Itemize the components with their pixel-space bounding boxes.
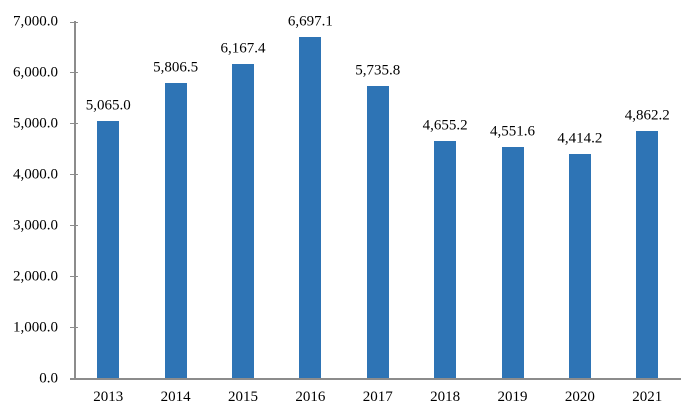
y-axis-tick-label: 4,000.0 xyxy=(13,166,58,183)
y-axis-tick-label: 1,000.0 xyxy=(13,319,58,336)
y-axis-tick xyxy=(70,225,78,227)
bar-value-label: 5,806.5 xyxy=(153,59,199,76)
y-axis-tick-label: 5,000.0 xyxy=(13,115,58,132)
bar-2015 xyxy=(231,64,254,379)
x-axis-label: 2013 xyxy=(93,389,124,405)
x-axis-label: 2014 xyxy=(160,389,191,405)
x-axis-label: 2021 xyxy=(632,389,663,405)
x-axis-line xyxy=(70,378,681,380)
bar-2020 xyxy=(568,153,591,379)
y-axis-tick-label: 6,000.0 xyxy=(13,64,58,81)
x-axis-label: 2018 xyxy=(430,389,461,405)
bar-2014 xyxy=(164,82,187,379)
x-axis-label: 2017 xyxy=(362,389,393,405)
x-axis-label: 2015 xyxy=(227,389,258,405)
y-axis-tick xyxy=(70,21,78,23)
bar-2018 xyxy=(434,141,457,379)
bar-value-label: 5,735.8 xyxy=(355,62,401,79)
bar-value-label: 4,862.2 xyxy=(624,107,670,124)
x-axis-label: 2016 xyxy=(295,389,326,405)
y-axis-tick xyxy=(70,174,78,176)
bar-value-label: 4,551.6 xyxy=(490,123,536,140)
y-axis-line xyxy=(74,21,76,379)
y-axis-tick xyxy=(70,123,78,125)
bar-value-label: 5,065.0 xyxy=(85,97,131,114)
bar-value-label: 4,414.2 xyxy=(557,130,603,147)
bar-value-label: 4,655.2 xyxy=(422,117,468,134)
y-axis-tick xyxy=(70,276,78,278)
bar-2019 xyxy=(501,146,524,379)
y-axis-tick xyxy=(70,72,78,74)
bar-2017 xyxy=(366,86,389,379)
bar-2021 xyxy=(636,130,659,379)
y-axis-tick xyxy=(70,327,78,329)
y-axis-tick-label: 2,000.0 xyxy=(13,268,58,285)
bar-2016 xyxy=(299,37,322,379)
x-axis-label: 2019 xyxy=(497,389,528,405)
y-axis-tick-label: 0.0 xyxy=(39,370,58,386)
bar-value-label: 6,167.4 xyxy=(220,40,266,57)
y-axis-tick-label: 3,000.0 xyxy=(13,217,58,234)
bar-value-label: 6,697.1 xyxy=(287,13,333,30)
x-axis-label: 2020 xyxy=(564,389,595,405)
y-axis-tick-label: 7,000.0 xyxy=(13,13,58,30)
bar-2013 xyxy=(97,120,120,379)
